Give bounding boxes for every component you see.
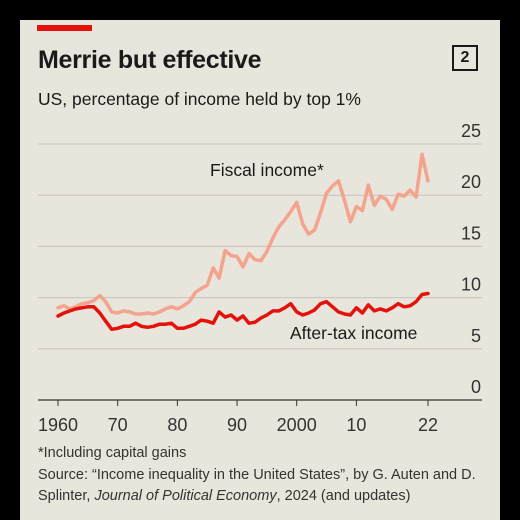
x-tick-label-80: 80 [167,415,187,435]
brand-accent-bar [37,25,92,31]
chart-title: Merrie but effective [38,46,262,74]
fiscal-income-line [56,152,430,316]
x-tick-label-1960: 1960 [38,415,78,435]
y-tick-label-5: 5 [471,326,481,346]
y-tick-label-15: 15 [461,223,481,243]
source-journal: Journal of Political Economy [94,488,277,504]
x-tick-label-90: 90 [227,415,247,435]
x-tick-label-22: 22 [418,415,438,435]
grid-lines [38,143,482,401]
chart-card [20,20,500,520]
x-axis-tick-labels: 1960 70 80 90 2000 10 22 [38,400,438,435]
y-tick-label-20: 20 [461,172,481,192]
after-tax-income-label: After-tax income [290,323,417,343]
y-axis-tick-labels: 0 5 10 15 20 25 [461,121,481,397]
x-tick-label-10: 10 [346,415,366,435]
source-text: Source: “Income inequality in the United… [38,467,476,504]
chart-number-badge: 2 [452,45,478,71]
series-lines [56,152,430,332]
y-tick-label-0: 0 [471,377,481,397]
after-tax-income-line [56,291,430,332]
y-tick-label-25: 25 [461,121,481,141]
y-tick-label-10: 10 [461,275,481,295]
chart-subtitle: US, percentage of income held by top 1% [38,89,361,109]
footnote-capital-gains: *Including capital gains [38,445,187,461]
source-note: Source: “Income inequality in the United… [38,465,488,507]
x-tick-label-2000: 2000 [277,415,317,435]
series-annotations: Fiscal income* After-tax income [210,160,417,343]
fiscal-income-label: Fiscal income* [210,160,324,180]
source-year: , 2024 (and updates) [276,488,411,504]
x-tick-label-70: 70 [108,415,128,435]
